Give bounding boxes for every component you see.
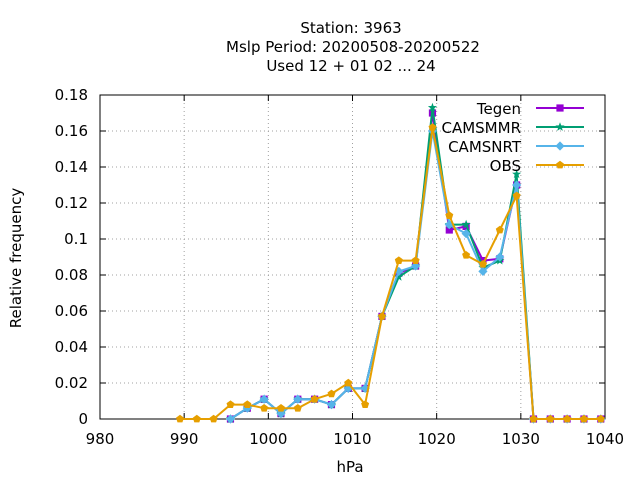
data-point-obs bbox=[580, 414, 588, 423]
x-axis-label: hPa bbox=[336, 458, 363, 476]
data-point-obs bbox=[344, 378, 353, 387]
data-point-camsnrt bbox=[242, 403, 252, 413]
data-point-obs bbox=[394, 256, 403, 264]
data-point-obs bbox=[277, 404, 285, 412]
y-tick-label: 0.04 bbox=[55, 338, 88, 356]
legend-label-camsmmr: CAMSMMR bbox=[441, 119, 521, 137]
data-point-obs bbox=[546, 414, 555, 423]
y-tick-label: 0 bbox=[78, 410, 88, 428]
y-tick-label: 0.12 bbox=[55, 194, 88, 212]
legend-label-obs: OBS bbox=[490, 157, 521, 175]
y-tick-label: 0.16 bbox=[55, 122, 88, 140]
data-point-obs bbox=[209, 414, 218, 423]
data-point-obs bbox=[260, 404, 269, 412]
data-point-camsnrt bbox=[293, 394, 303, 404]
legend-marker-camsnrt bbox=[555, 141, 565, 151]
data-point-obs bbox=[596, 414, 605, 423]
chart-title-line-2: Mslp Period: 20200508-20200522 bbox=[226, 38, 480, 56]
data-point-obs bbox=[512, 191, 521, 200]
data-point-camsnrt bbox=[225, 414, 236, 424]
data-point-camsnrt bbox=[461, 229, 471, 239]
grid bbox=[100, 95, 605, 419]
legend-label-tegen: Tegen bbox=[476, 100, 521, 118]
x-tick-label: 1010 bbox=[333, 430, 371, 448]
x-tick-label: 1020 bbox=[418, 430, 456, 448]
y-tick-label: 0.18 bbox=[55, 86, 88, 104]
series-line-obs bbox=[180, 126, 601, 420]
data-point-camsnrt bbox=[394, 266, 404, 276]
data-point-obs bbox=[411, 256, 420, 264]
data-point-obs bbox=[529, 414, 538, 423]
data-point-obs bbox=[293, 404, 302, 412]
data-point-camsnrt bbox=[495, 252, 505, 262]
legend-marker-camsmmr bbox=[555, 122, 565, 131]
data-point-camsmmr bbox=[512, 169, 522, 179]
data-point-camsmmr bbox=[427, 102, 437, 112]
y-tick-label: 0.02 bbox=[55, 374, 88, 392]
series-obs bbox=[176, 123, 605, 423]
legend-marker-tegen bbox=[556, 104, 564, 112]
data-point-obs bbox=[445, 211, 454, 219]
x-tick-label: 1000 bbox=[249, 430, 287, 448]
legend-label-camsnrt: CAMSNRT bbox=[448, 138, 522, 156]
data-point-camsnrt bbox=[276, 409, 286, 419]
y-tick-label: 0.1 bbox=[64, 230, 88, 248]
x-tick-label: 1030 bbox=[502, 430, 540, 448]
data-point-obs bbox=[176, 414, 184, 423]
data-point-camsnrt bbox=[512, 180, 522, 190]
x-tick-label: 1040 bbox=[586, 430, 624, 448]
data-point-obs bbox=[226, 400, 235, 408]
y-tick-label: 0.08 bbox=[55, 266, 88, 284]
x-tick-label: 980 bbox=[86, 430, 115, 448]
data-point-obs bbox=[378, 312, 386, 320]
data-point-camsmmr bbox=[461, 219, 471, 229]
chart-title-line-3: Used 12 + 01 02 ... 24 bbox=[266, 57, 435, 75]
data-point-obs bbox=[310, 395, 319, 403]
data-point-obs bbox=[327, 389, 336, 398]
y-axis-label: Relative frequency bbox=[7, 188, 25, 329]
data-point-camsnrt bbox=[326, 400, 337, 410]
chart-title-line-1: Station: 3963 bbox=[300, 19, 401, 37]
data-point-obs bbox=[428, 123, 437, 131]
data-point-camsmmr bbox=[394, 272, 404, 281]
axes: 0 0.02 0.04 0.06 0.08 0.1 0.12 0.14 0.16 0.18 980 9… bbox=[55, 86, 625, 448]
data-point-obs bbox=[479, 260, 487, 268]
data-point-obs bbox=[361, 400, 370, 408]
series-layer bbox=[176, 102, 606, 424]
data-point-camsnrt bbox=[444, 220, 454, 230]
data-point-camsnrt bbox=[343, 383, 353, 393]
legend-marker-obs bbox=[556, 160, 564, 169]
y-tick-label: 0.06 bbox=[55, 302, 88, 320]
data-point-obs bbox=[192, 414, 201, 423]
series-line-camsnrt bbox=[229, 130, 601, 420]
legend: Tegen CAMSMMR CAMSNRT OBS bbox=[441, 100, 584, 175]
data-point-obs bbox=[462, 251, 471, 259]
x-tick-label: 990 bbox=[170, 430, 199, 448]
plot-frame bbox=[99, 94, 606, 420]
data-point-obs bbox=[563, 414, 572, 423]
data-point-tegen bbox=[445, 226, 453, 234]
y-tick-label: 0.14 bbox=[55, 158, 88, 176]
data-point-camsnrt bbox=[478, 266, 488, 276]
data-point-obs bbox=[495, 225, 504, 234]
data-point-obs bbox=[243, 400, 252, 408]
data-point-camsnrt bbox=[259, 394, 269, 404]
